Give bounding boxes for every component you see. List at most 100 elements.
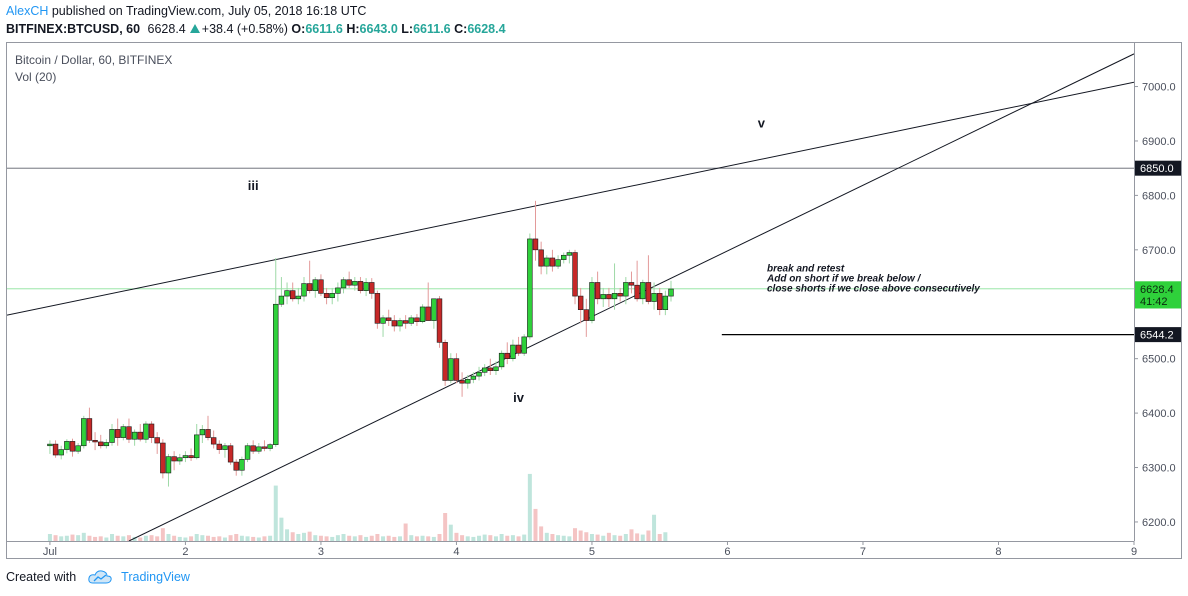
volume-bar [206,535,211,541]
volume-bar [431,536,436,541]
symbol-ohlc-bar: BITFINEX:BTCUSD, 60 6628.4 +38.4 (+0.58%)… [6,22,506,36]
volume-bar [522,534,527,541]
volume-bar [471,536,476,541]
candle-body [284,290,290,297]
last-price: 6628.4 [147,22,186,36]
candle-body [143,423,149,440]
candle-body [306,283,313,291]
volume-bar [155,536,160,541]
candle-body [374,293,381,324]
candle-body [521,336,527,354]
publish-text: published on TradingView.com, July 05, 2… [51,4,367,18]
candle-body [600,294,606,300]
volume-bar [87,535,92,541]
volume-bar [595,534,600,541]
close-label: C: [454,22,468,36]
series-legend-title: Bitcoin / Dollar, 60, BITFINEX [15,53,173,67]
open-value: 6611.6 [305,22,343,36]
volume-bar [211,536,216,541]
volume-bar [550,534,555,541]
candle-body [177,457,183,462]
price-tag [1135,160,1181,176]
up-arrow-icon [189,24,200,33]
candle-body [210,437,217,445]
volume-bar [268,535,273,541]
candle-body [323,293,330,299]
volume-bar [352,536,357,541]
x-tick-label: 3 [318,546,324,558]
volume-bar [64,535,69,541]
candle-body [623,282,629,297]
volume-bar [663,532,668,541]
volume-bar [629,529,634,541]
high-label: H: [346,22,360,36]
volume-bar [70,534,75,541]
candle-body [205,429,211,438]
open-label: O: [291,22,306,36]
price-change: +38.4 (+0.58%) [201,22,288,36]
candle-body [527,238,533,338]
author-link[interactable]: AlexCH [6,4,49,18]
volume-bar [409,535,414,541]
low-label: L: [401,22,414,36]
candle-body [346,279,352,286]
annotation-line: Add on short if we break below / [766,274,922,285]
y-tick-label: 6200.0 [1142,517,1176,529]
annotation-line: break and retest [767,264,845,275]
candle-body [171,456,177,462]
volume-bar [110,534,115,541]
volume-bar [222,537,227,541]
volume-legend: Vol (20) [15,70,57,84]
candle-body [476,371,482,377]
candle-body [98,441,104,447]
candle-body [419,306,426,322]
candle-body [510,344,516,359]
candle-body [465,379,471,384]
candle-body [329,293,335,299]
candle-body [318,279,324,294]
x-tick-label: 4 [453,546,459,558]
low-value: 6611.6 [413,22,451,36]
volume-bar [335,535,340,541]
volume-bar [217,536,222,541]
volume-bar [200,535,205,541]
volume-bar [93,536,98,541]
candle-body [453,358,460,381]
annotation-line: close shorts if we close above consecuti… [767,284,980,295]
candle-body [188,455,194,459]
volume-bar [239,535,244,541]
volume-bar [330,536,335,541]
volume-bar [358,535,363,541]
volume-bar [386,535,391,541]
volume-bar [426,536,431,541]
candle-body [363,282,369,291]
candle-body [459,380,465,384]
volume-bar [561,535,566,541]
volume-bar [251,536,256,541]
volume-bar [245,536,250,541]
candle-body [561,254,567,260]
candle-body [414,317,420,322]
trendline [7,81,1134,316]
volume-bar [183,537,188,541]
volume-bar [307,531,312,541]
volume-bar [59,536,64,541]
candle-body [120,426,127,438]
volume-bar [262,536,267,541]
y-tick-label: 6300.0 [1142,463,1176,475]
volume-bar [420,535,425,541]
candle-body [64,441,70,450]
volume-bar [584,532,589,541]
candle-body [273,303,279,445]
tradingview-link[interactable]: TradingView [121,570,190,584]
candle-body [340,279,347,289]
volume-bar [635,533,640,541]
candle-body [487,367,494,371]
candle-body [137,431,143,440]
volume-bar [606,532,611,541]
volume-bar [98,536,103,541]
x-tick-label: Jul [43,546,57,558]
y-tick-label: 6900.0 [1142,136,1176,148]
x-tick-label: 8 [995,546,1001,558]
